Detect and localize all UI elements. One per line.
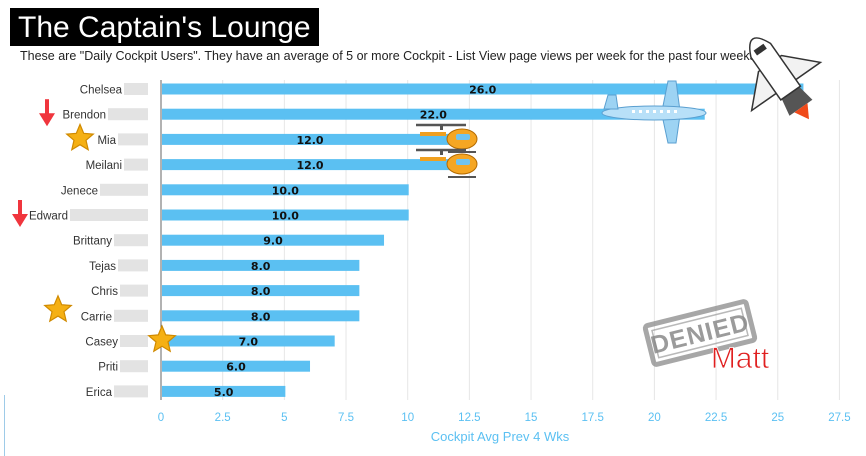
redacted-surname — [120, 284, 148, 297]
page-title: The Captain's Lounge — [10, 8, 319, 46]
frame-rule — [4, 395, 5, 456]
category-labels: Chelsea Brendon Mia Meilani Jenece Edward Brit… — [29, 83, 148, 399]
redacted-surname — [70, 209, 148, 221]
redacted-surname — [114, 309, 148, 322]
redacted-surname — [124, 83, 148, 95]
bar-tejas — [162, 259, 360, 271]
x-tick-label: 25 — [771, 412, 784, 424]
x-axis-title: Cockpit Avg Prev 4 Wks — [431, 429, 570, 444]
x-axis-ticks: 0 2.5 5 7.5 10 12.5 15 17.5 20 22.5 25 27.5 — [158, 412, 851, 424]
category-label: Chris — [91, 286, 118, 298]
data-label: 22.0 — [420, 109, 447, 122]
data-label: 7.0 — [239, 336, 259, 349]
airplane-icon — [601, 80, 707, 144]
data-label: 9.0 — [263, 235, 283, 248]
x-tick-label: 0 — [158, 412, 164, 424]
data-label: 12.0 — [296, 134, 323, 147]
x-tick-label: 17.5 — [582, 412, 604, 424]
x-tick-label: 12.5 — [458, 412, 480, 424]
redacted-surname — [118, 259, 148, 272]
category-label: Meilani — [86, 160, 122, 172]
down-arrow-icon — [12, 200, 28, 227]
redacted-surname — [114, 385, 148, 398]
bar-brendon — [162, 108, 705, 120]
bar-erica — [162, 385, 286, 397]
star-icon — [147, 324, 177, 353]
category-label: Brittany — [73, 236, 112, 248]
category-label: Tejas — [89, 261, 116, 273]
bar-casey — [162, 335, 335, 347]
x-tick-label: 22.5 — [705, 412, 727, 424]
helicopter-icon — [416, 123, 478, 153]
category-label: Carrie — [81, 311, 112, 323]
bar-chelsea — [162, 83, 804, 95]
data-label: 8.0 — [251, 285, 271, 298]
x-tick-label: 20 — [648, 412, 661, 424]
grid-lines — [160, 80, 840, 400]
category-label: Priti — [98, 362, 118, 374]
redacted-surname — [114, 234, 148, 247]
x-tick-label: 15 — [525, 412, 538, 424]
bar-carrie — [162, 310, 360, 322]
chart-subtitle: These are "Daily Cockpit Users". They ha… — [20, 49, 760, 63]
redacted-surname — [100, 183, 148, 196]
category-label: Brendon — [63, 110, 106, 122]
data-label: 26.0 — [469, 84, 496, 97]
x-tick-label: 10 — [401, 412, 414, 424]
category-label: Mia — [97, 135, 116, 147]
data-label: 6.0 — [226, 361, 246, 374]
data-label: 8.0 — [251, 310, 271, 323]
data-label: 10.0 — [272, 184, 299, 197]
data-label: 12.0 — [296, 159, 323, 172]
redacted-surname — [120, 335, 148, 347]
bar-jenece — [162, 184, 409, 196]
category-label: Erica — [86, 387, 113, 399]
bar-mia — [162, 133, 459, 145]
bar-brittany — [162, 234, 385, 246]
bars: 26.0 22.0 12.0 12.0 10.0 10.0 9.0 8.0 8.0 8.0 7.0 6… — [162, 83, 804, 399]
star-icon — [43, 294, 73, 323]
x-tick-label: 7.5 — [338, 412, 354, 424]
x-tick-label: 2.5 — [215, 412, 231, 424]
helicopter-icon — [416, 148, 478, 178]
bar-edward — [162, 209, 409, 221]
redacted-surname — [108, 108, 148, 121]
space-shuttle-icon — [749, 37, 823, 120]
category-label: Chelsea — [80, 85, 123, 97]
x-tick-label: 5 — [281, 412, 287, 424]
redacted-surname — [118, 133, 148, 146]
data-label: 10.0 — [272, 210, 299, 223]
category-label: Edward — [29, 211, 68, 223]
redacted-surname — [124, 158, 148, 171]
category-label: Casey — [85, 337, 118, 349]
data-label: 8.0 — [251, 260, 271, 273]
down-arrow-icon — [39, 99, 55, 127]
x-tick-label: 27.5 — [828, 412, 850, 424]
signature: Matt — [711, 342, 770, 375]
bar-priti — [162, 360, 311, 372]
redacted-surname — [120, 360, 148, 373]
bar-meilani — [162, 159, 459, 171]
category-label: Jenece — [61, 185, 98, 197]
decorations — [12, 37, 823, 353]
bar-chris — [162, 285, 360, 297]
data-label: 5.0 — [214, 386, 234, 399]
star-icon — [65, 122, 95, 151]
